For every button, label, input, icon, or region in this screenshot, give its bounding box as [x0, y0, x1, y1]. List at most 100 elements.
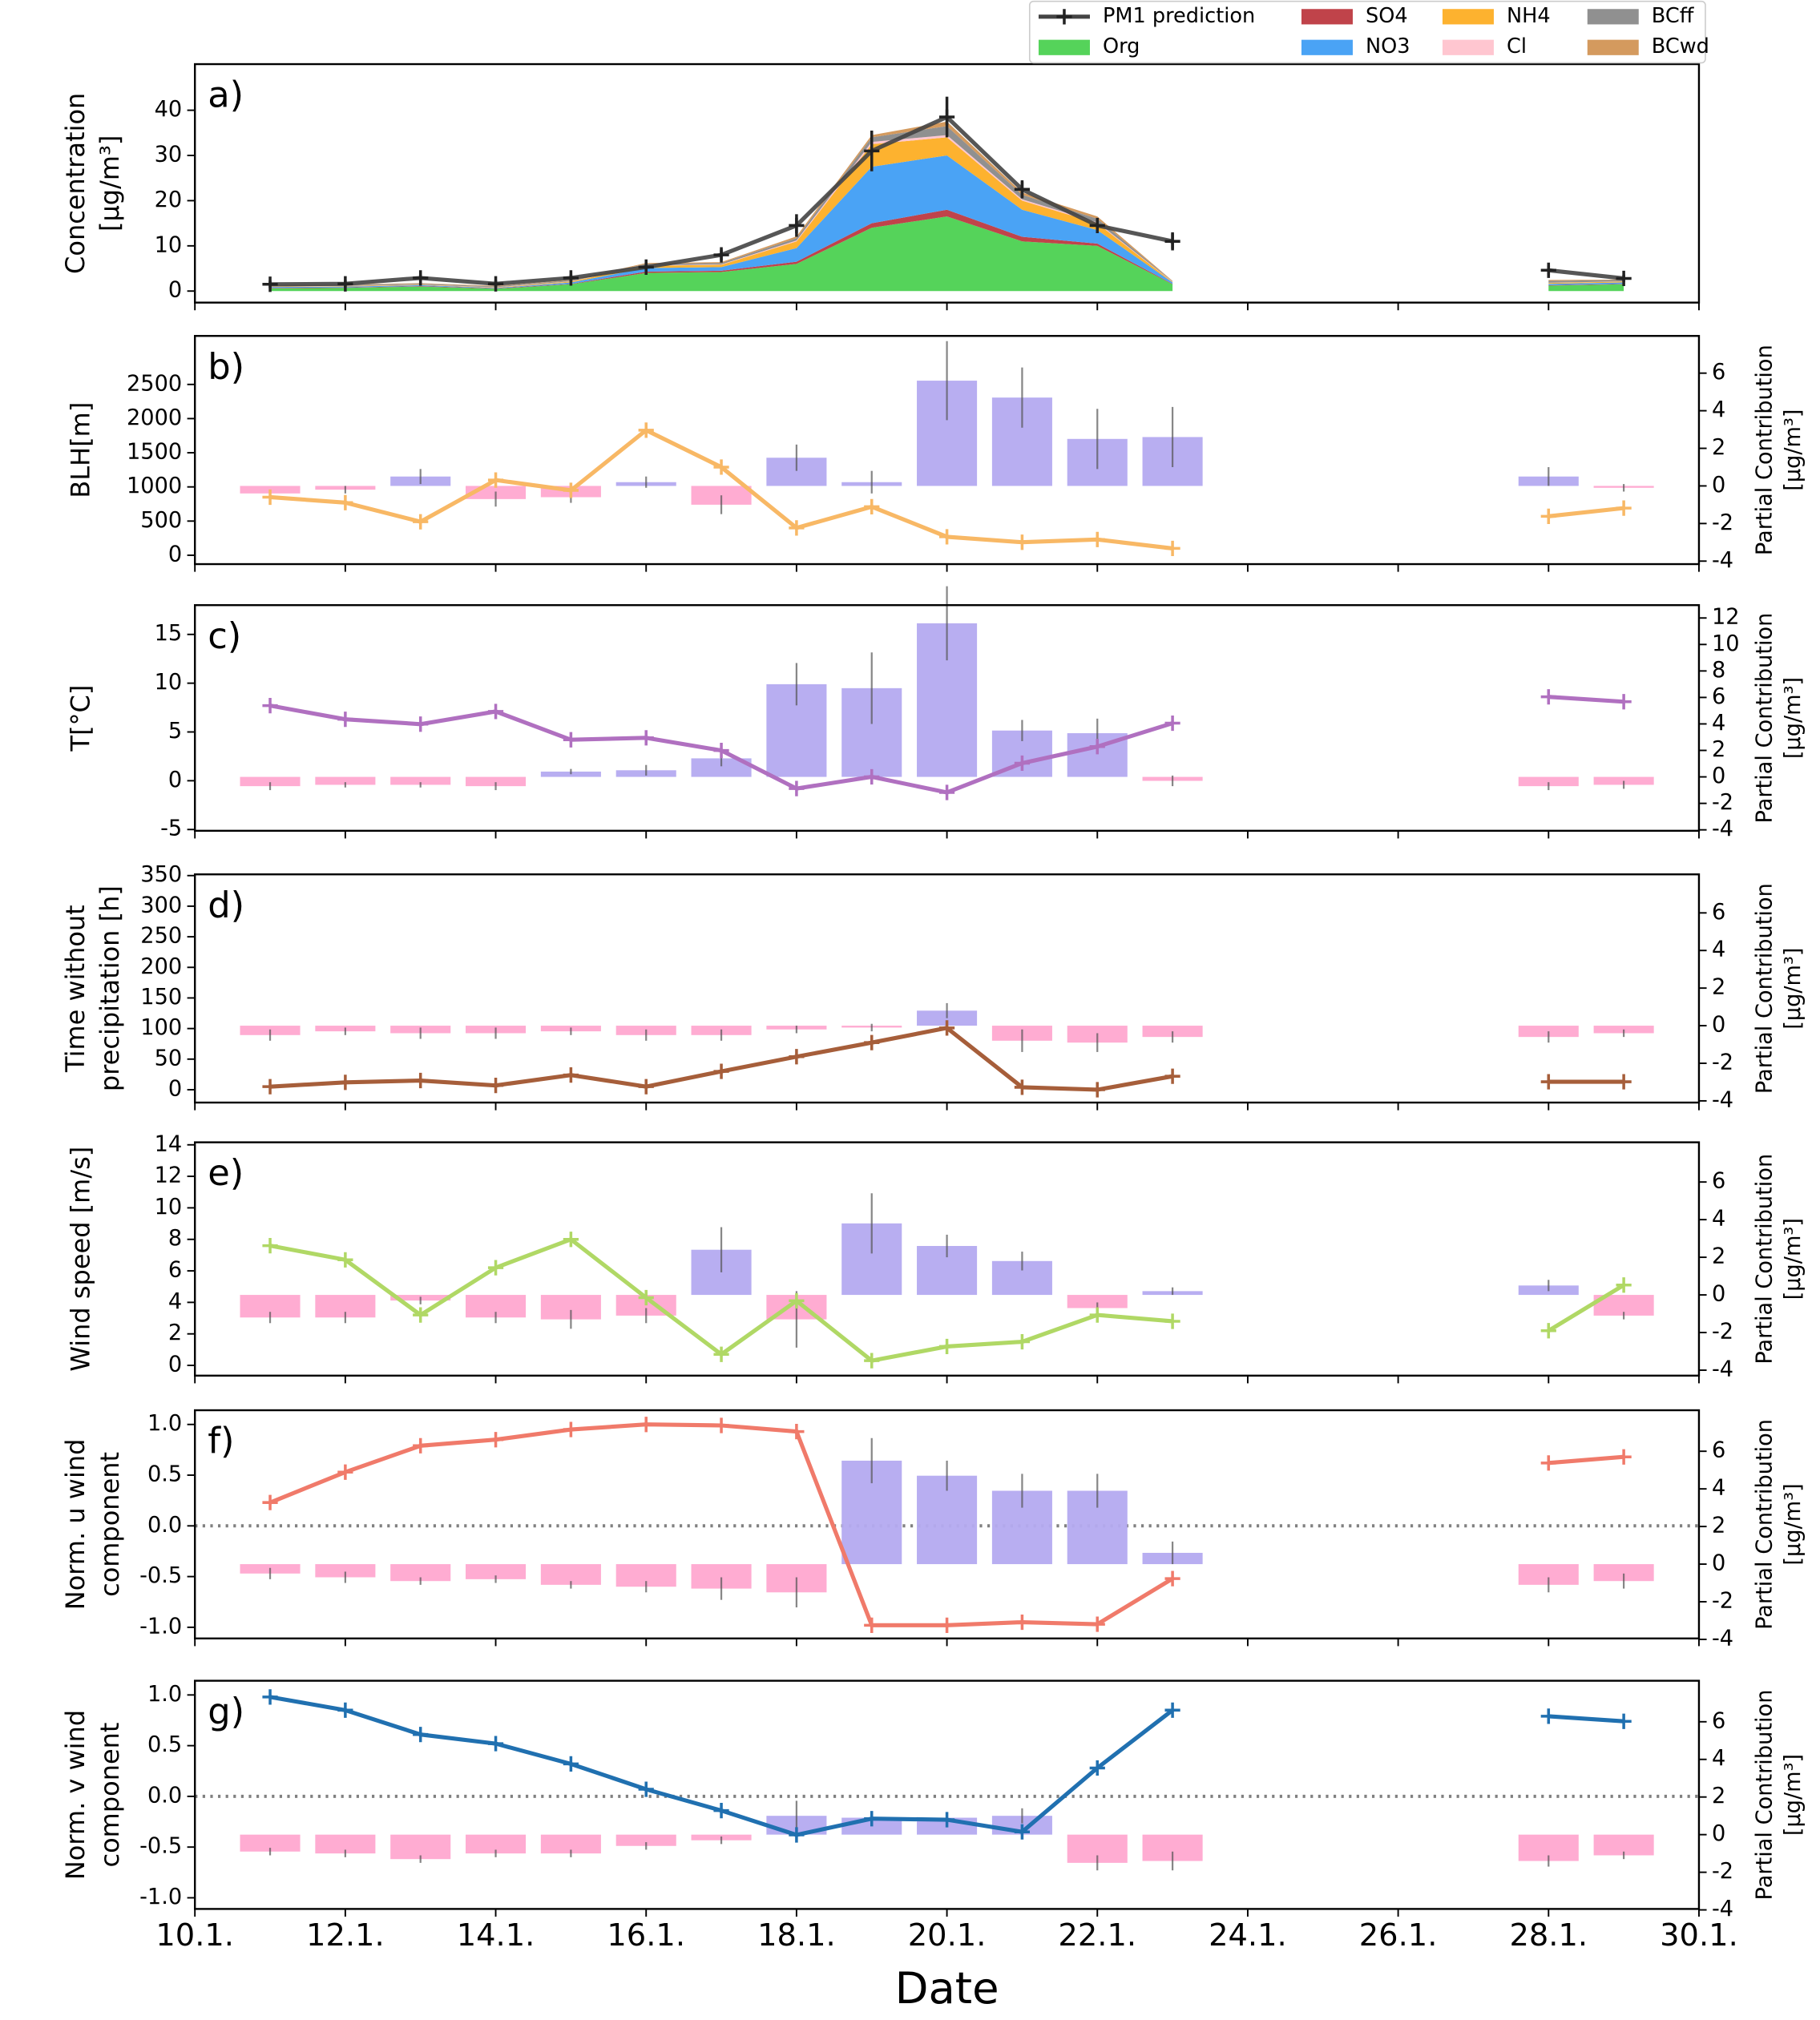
- axes-frame: [193, 873, 1701, 1104]
- y-tick-label: 0.5: [147, 1732, 182, 1757]
- bar: [466, 1564, 527, 1579]
- x-tick-label: 30.1.: [1660, 1917, 1738, 1953]
- y2-tick-label: 0: [1712, 1013, 1725, 1038]
- y-tick-label: 2500: [127, 371, 182, 396]
- y2-tick-label: 4: [1712, 397, 1725, 422]
- y2-axis-label: [μg/m³]: [1781, 677, 1806, 759]
- marker: [262, 1689, 278, 1705]
- bar: [390, 1834, 451, 1860]
- marker: [1164, 715, 1180, 732]
- panel-label: a): [208, 74, 244, 116]
- y-axis-label: Norm. v wind: [60, 1710, 91, 1880]
- y2-tick-label: -4: [1712, 1897, 1733, 1921]
- marker: [1540, 1074, 1556, 1090]
- y2-tick-label: 6: [1712, 1708, 1725, 1733]
- y-tick-label: 10: [155, 1195, 183, 1220]
- area: [270, 216, 1173, 292]
- y-tick-label: 0: [168, 542, 182, 566]
- y-tick-label: 500: [140, 508, 182, 533]
- marker: [413, 514, 429, 530]
- marker: [1540, 1455, 1556, 1471]
- marker: [563, 1067, 579, 1083]
- marker: [487, 1432, 504, 1448]
- marker: [487, 1078, 504, 1094]
- marker: [1164, 1068, 1180, 1084]
- y2-tick-label: 2: [1712, 975, 1725, 1000]
- line: [1548, 1714, 1624, 1724]
- marker: [864, 1034, 880, 1050]
- marker: [413, 1072, 429, 1089]
- y-tick-label: 0: [168, 278, 182, 303]
- axes-frame: [193, 1409, 1701, 1640]
- marker: [413, 1437, 429, 1454]
- y-tick-label: 20: [155, 187, 183, 212]
- bar: [315, 1564, 376, 1578]
- y-tick-label: -0.5: [139, 1563, 182, 1588]
- y-tick-label: 14: [155, 1131, 183, 1156]
- y-tick-label: 0: [168, 1353, 182, 1377]
- marker: [1164, 1313, 1180, 1329]
- area: [1548, 281, 1624, 284]
- marker: [262, 276, 278, 292]
- marker: [1540, 262, 1556, 278]
- x-tick-label: 14.1.: [457, 1917, 535, 1953]
- y2-tick-label: 4: [1712, 1207, 1725, 1232]
- y2-axis-label: Partial Contribution: [1753, 613, 1778, 824]
- marker: [487, 472, 504, 488]
- legend-label: Cl: [1507, 34, 1527, 58]
- y-axis-label: component: [95, 1452, 125, 1597]
- marker: [713, 743, 729, 759]
- marker: [487, 276, 504, 292]
- y2-tick-label: 2: [1712, 1244, 1725, 1269]
- bar: [1067, 1295, 1128, 1308]
- marker: [1089, 1082, 1105, 1098]
- panel: 0 10 20 30 40 Concentration [μg/m³] a): [60, 62, 1701, 311]
- y-tick-label: -1.0: [139, 1614, 182, 1639]
- y2-tick-label: -4: [1712, 548, 1733, 573]
- marker: [789, 520, 805, 536]
- y2-tick-label: 2: [1712, 1784, 1725, 1808]
- marker: [262, 1079, 278, 1095]
- y-tick-label: 0: [168, 1076, 182, 1101]
- area: [1548, 279, 1624, 281]
- marker: [789, 1292, 805, 1309]
- marker: [713, 1063, 729, 1079]
- marker: [1616, 500, 1632, 516]
- y-tick-label: 0.0: [147, 1513, 182, 1538]
- y2-tick-label: 6: [1712, 360, 1725, 385]
- y-tick-label: 5: [168, 719, 182, 744]
- y2-tick-label: -4: [1712, 1626, 1733, 1651]
- y-axis-label: Time without: [60, 905, 91, 1073]
- marker: [938, 529, 955, 545]
- y2-tick-label: 4: [1712, 937, 1725, 962]
- marker: [337, 276, 353, 292]
- y2-tick-label: -2: [1712, 1320, 1733, 1345]
- marker: [262, 1494, 278, 1510]
- marker: [413, 716, 429, 732]
- y-tick-label: 1.0: [147, 1411, 182, 1436]
- marker: [864, 1353, 880, 1369]
- y-axis-label: BLH[m]: [65, 402, 95, 498]
- y2-tick-label: -2: [1712, 1589, 1733, 1614]
- y-tick-label: -5: [160, 816, 182, 841]
- x-tick-label: 22.1.: [1058, 1917, 1136, 1953]
- bar: [466, 1834, 527, 1854]
- area: [1548, 284, 1624, 292]
- y2-tick-label: 0: [1712, 764, 1725, 788]
- marker: [1089, 1616, 1105, 1632]
- bar: [540, 1834, 601, 1854]
- y2-tick-label: 4: [1712, 1476, 1725, 1501]
- marker: [1164, 1702, 1180, 1718]
- y-tick-label: 300: [140, 893, 182, 917]
- bar: [315, 1834, 376, 1854]
- y2-tick-label: -4: [1712, 816, 1733, 841]
- y-tick-label: -0.5: [139, 1834, 182, 1859]
- marker: [789, 1049, 805, 1065]
- y-tick-label: 2: [168, 1320, 182, 1345]
- marker: [563, 1421, 579, 1437]
- marker: [938, 109, 955, 125]
- marker: [1616, 1449, 1632, 1465]
- marker: [713, 1346, 729, 1362]
- y-axis-label: Wind speed [m/s]: [65, 1147, 95, 1372]
